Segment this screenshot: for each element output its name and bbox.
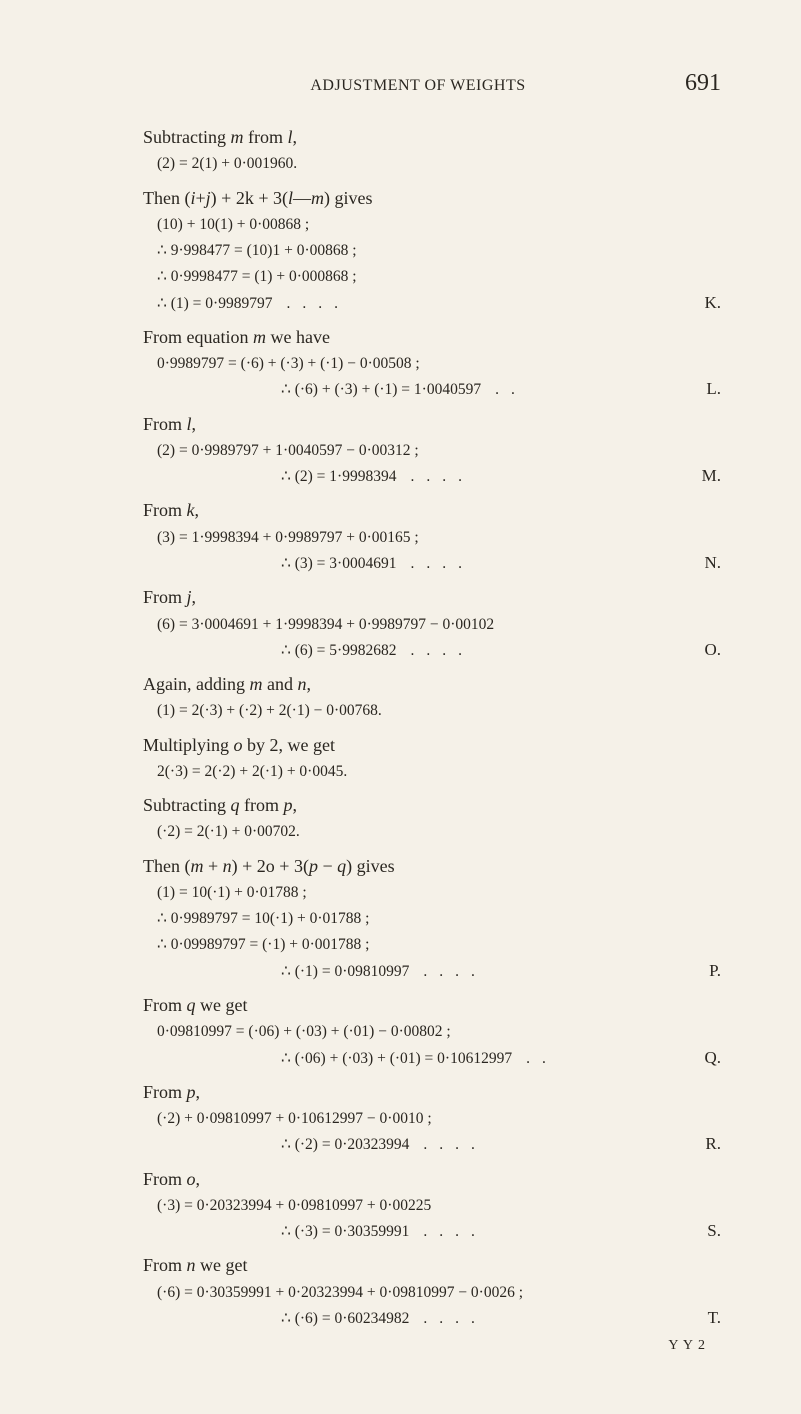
result-expression: ∴ (·1) = 0·09810997....	[157, 960, 487, 983]
result-expression: ∴ (·2) = 0·20323994....	[157, 1133, 487, 1156]
text-line: Then (i+j) + 2k + 3(l—m) gives	[115, 186, 721, 210]
math-line: 0·9989797 = (·6) + (·3) + (·1) − 0·00508…	[157, 352, 721, 375]
page-content: Subtracting m from l, (2) = 2(1) + 0·0019…	[115, 125, 721, 1330]
running-head: ADJUSTMENT OF WEIGHTS	[175, 77, 661, 95]
text-line: From j,	[115, 585, 721, 609]
equation-label: M.	[691, 466, 721, 486]
math-line: (10) + 10(1) + 0·00868 ;	[157, 213, 721, 236]
text-line: Multiplying o by 2, we get	[115, 733, 721, 757]
page-container: ADJUSTMENT OF WEIGHTS 691 Subtracting m …	[0, 0, 801, 1414]
equation-label: N.	[691, 553, 721, 573]
text-line: From equation m we have	[115, 325, 721, 349]
result-row: ∴ (·06) + (·03) + (·01) = 0·10612997.. Q.	[157, 1047, 721, 1070]
text-line: Then (m + n) + 2o + 3(p − q) gives	[115, 854, 721, 878]
text-line: Subtracting m from l,	[115, 125, 721, 149]
signature-mark: Y Y 2	[115, 1338, 721, 1354]
result-expression: ∴ (3) = 3·0004691....	[157, 552, 474, 575]
equation-label: L.	[691, 379, 721, 399]
math-line: ∴ 0·09989797 = (·1) + 0·001788 ;	[157, 933, 721, 956]
page-number: 691	[661, 70, 721, 97]
text-line: Again, adding m and n,	[115, 672, 721, 696]
leader-dots: ....	[409, 963, 487, 980]
text-line: From n we get	[115, 1253, 721, 1277]
equation-label: T.	[691, 1308, 721, 1328]
leader-dots: ....	[409, 1136, 487, 1153]
result-row: ∴ (·3) = 0·30359991.... S.	[157, 1220, 721, 1243]
result-expression: ∴ (·3) = 0·30359991....	[157, 1220, 487, 1243]
math-line: (2) = 2(1) + 0·001960.	[157, 152, 721, 175]
result-row: ∴ (·6) = 0·60234982.... T.	[157, 1307, 721, 1330]
result-row: ∴ (·6) + (·3) + (·1) = 1·0040597.. L.	[157, 378, 721, 401]
leader-dots: ..	[512, 1050, 558, 1067]
result-expression: ∴ (2) = 1·9998394....	[157, 465, 474, 488]
math-line: (·3) = 0·20323994 + 0·09810997 + 0·00225	[157, 1194, 721, 1217]
result-row: ∴ (1) = 0·9989797.... K.	[157, 292, 721, 315]
math-line: (1) = 10(·1) + 0·01788 ;	[157, 881, 721, 904]
leader-dots: ....	[272, 295, 350, 312]
math-line: (1) = 2(·3) + (·2) + 2(·1) − 0·00768.	[157, 699, 721, 722]
result-row: ∴ (3) = 3·0004691.... N.	[157, 552, 721, 575]
math-line: 2(·3) = 2(·2) + 2(·1) + 0·0045.	[157, 760, 721, 783]
result-row: ∴ (·2) = 0·20323994.... R.	[157, 1133, 721, 1156]
math-line: (·2) + 0·09810997 + 0·10612997 − 0·0010 …	[157, 1107, 721, 1130]
result-expression: ∴ (·6) = 0·60234982....	[157, 1307, 487, 1330]
text-line: From k,	[115, 498, 721, 522]
math-line: (·2) = 2(·1) + 0·00702.	[157, 820, 721, 843]
math-line: ∴ 9·998477 = (10)1 + 0·00868 ;	[157, 239, 721, 262]
math-line: ∴ 0·9989797 = 10(·1) + 0·01788 ;	[157, 907, 721, 930]
result-expression: ∴ (·06) + (·03) + (·01) = 0·10612997..	[157, 1047, 558, 1070]
result-expression: ∴ (1) = 0·9989797....	[157, 292, 350, 315]
text-line: From p,	[115, 1080, 721, 1104]
leader-dots: ....	[409, 1223, 487, 1240]
equation-label: K.	[691, 293, 721, 313]
equation-label: Q.	[691, 1048, 721, 1068]
result-expression: ∴ (·6) + (·3) + (·1) = 1·0040597..	[157, 378, 527, 401]
header-row: ADJUSTMENT OF WEIGHTS 691	[115, 70, 721, 97]
equation-label: O.	[691, 640, 721, 660]
equation-label: S.	[691, 1221, 721, 1241]
leader-dots: ....	[396, 555, 474, 572]
leader-dots: ....	[409, 1310, 487, 1327]
result-row: ∴ (2) = 1·9998394.... M.	[157, 465, 721, 488]
leader-dots: ....	[396, 642, 474, 659]
result-row: ∴ (·1) = 0·09810997.... P.	[157, 960, 721, 983]
text-line: Subtracting q from p,	[115, 793, 721, 817]
math-line: 0·09810997 = (·06) + (·03) + (·01) − 0·0…	[157, 1020, 721, 1043]
text-line: From q we get	[115, 993, 721, 1017]
math-line: ∴ 0·9998477 = (1) + 0·000868 ;	[157, 265, 721, 288]
math-line: (2) = 0·9989797 + 1·0040597 − 0·00312 ;	[157, 439, 721, 462]
math-line: (3) = 1·9998394 + 0·9989797 + 0·00165 ;	[157, 526, 721, 549]
equation-label: P.	[691, 961, 721, 981]
text-line: From l,	[115, 412, 721, 436]
leader-dots: ....	[396, 468, 474, 485]
leader-dots: ..	[481, 381, 527, 398]
math-line: (·6) = 0·30359991 + 0·20323994 + 0·09810…	[157, 1281, 721, 1304]
text-line: From o,	[115, 1167, 721, 1191]
result-row: ∴ (6) = 5·9982682.... O.	[157, 639, 721, 662]
equation-label: R.	[691, 1134, 721, 1154]
result-expression: ∴ (6) = 5·9982682....	[157, 639, 474, 662]
math-line: (6) = 3·0004691 + 1·9998394 + 0·9989797 …	[157, 613, 721, 636]
